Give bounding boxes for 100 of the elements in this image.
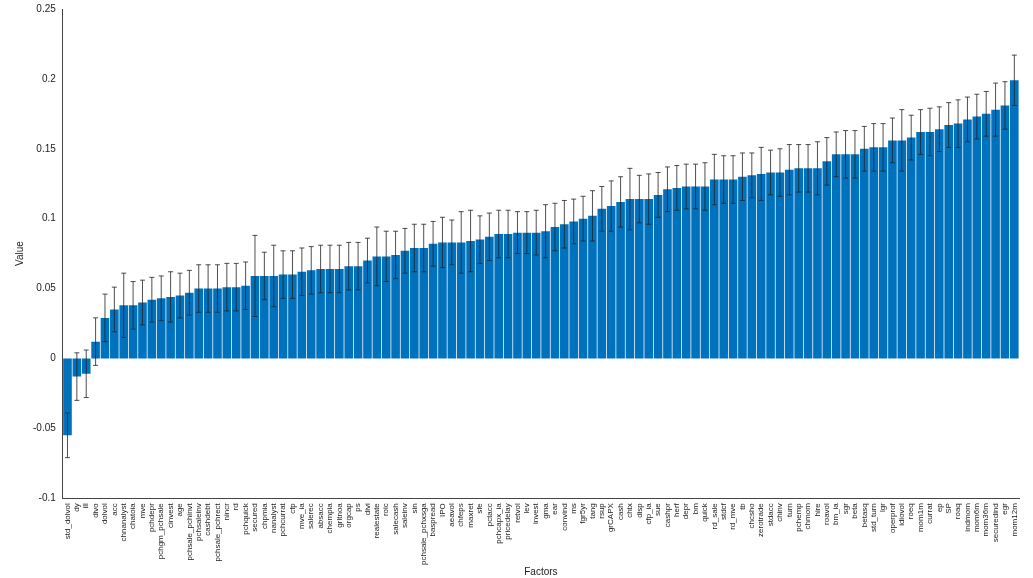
x-tick-label: lgr [878,502,888,513]
x-tick-label: cashpr [662,502,672,528]
x-tick-label: grltnoa [334,502,344,528]
x-tick-label: retvol [512,502,522,523]
x-tick-label: pchsaleinv [193,503,203,541]
x-tick-label: indmom [962,502,972,532]
x-tick-label: rsup [597,502,607,519]
x-tick-label: stdcf [718,502,728,521]
x-tick-label: nincr [222,502,232,521]
x-tick-label: chcsho [747,502,757,529]
x-tick-label: ps [353,503,363,512]
x-tick-label: baspread [428,503,438,537]
x-tick-label: hire [812,502,822,517]
y-tick-label: -0.1 [38,491,57,503]
x-tick-label: chempia [325,502,335,534]
y-tick-label: 0.15 [36,142,57,154]
x-tick-label: pctacc [484,503,494,527]
x-tick-label: ms [568,503,578,514]
y-tick-label: 0.05 [36,282,57,294]
x-tick-label: saleinv [400,503,410,529]
x-tick-label: tb [737,502,747,510]
x-tick-label: ep [934,502,944,513]
x-tick-label: roaq [953,503,963,520]
x-tick-label: aeavol [447,502,457,527]
x-tick-label: gma [540,502,550,519]
x-tick-label: pchsale_pchrect [212,502,222,562]
x-tick-label: grCAPX [606,502,616,533]
x-tick-label: cfp_ia [643,502,653,525]
x-tick-label: herf [672,502,682,517]
x-tick-label: pricedelay [503,503,513,540]
y-tick-label: 0.1 [41,212,57,224]
x-tick-label: mve_ia [297,502,307,529]
x-tick-label: roavol [822,502,832,525]
x-tick-label: invest [531,502,541,525]
x-tick-label: turn [784,503,794,517]
x-tick-label: realestate [372,502,382,539]
x-tick-label: chinv [775,503,785,522]
x-tick-label: salecash [390,503,400,535]
x-tick-label: sgr [840,502,850,515]
x-tick-label: quick [700,502,710,522]
x-tick-label: operprof [887,502,897,533]
x-tick-label: convind [559,503,569,531]
x-tick-label: chatoia [128,502,138,529]
x-tick-label: pchemp [793,502,803,532]
x-tick-label: egr [1000,502,1010,515]
x-tick-label: mve [137,502,147,519]
x-tick-label: pchquick [240,502,250,535]
x-tick-label: maxret [465,502,475,528]
x-tick-label: salerec [306,503,316,529]
y-tick-label: -0.05 [33,422,57,434]
x-tick-label: pchdepr [147,502,157,533]
x-tick-label: beta [850,502,860,519]
x-tick-label: mom12m [1009,502,1019,537]
y-tick-label: 0.25 [36,2,57,14]
x-tick-label: rd_sale [709,502,719,530]
x-tick-label: cash [615,503,625,521]
x-tick-label: divi [362,502,372,516]
x-tick-label: zerotrade [756,502,766,537]
x-tick-label: sfe [475,502,485,514]
y-tick-label: 0.2 [41,72,57,84]
x-tick-label: betasq [859,503,869,528]
x-tick-label: roeq [906,503,916,520]
x-axis-title: Factors [524,565,558,577]
x-tick-label: secured [250,503,260,532]
x-tick-label: age [175,502,185,517]
x-tick-label: bm [690,502,700,515]
x-tick-label: chtx [625,503,635,518]
x-tick-label: divo [90,502,100,518]
x-tick-label: chpmia [259,502,269,529]
x-tick-label: rd [231,503,241,511]
x-tick-label: orgcap [343,502,353,528]
y-tick-label: 0 [50,352,57,364]
x-tick-label: idiovol [897,502,907,526]
x-tick-label: pchsale_pchinvt [184,502,194,561]
x-tick-label: std_dolvol [62,502,72,540]
x-tick-label: disp [634,502,644,518]
x-tick-label: chnanalyst [118,502,128,542]
x-tick-label: sue [653,502,663,517]
x-tick-label: acc [109,503,119,516]
x-tick-label: chfeps [456,503,466,527]
x-tick-label: chmom [803,502,813,530]
x-tick-label: bm_ia [831,502,841,525]
x-tick-label: rd_mve [728,502,738,530]
x-tick-label: mom36m [981,502,991,537]
x-tick-label: mom1m [915,502,925,533]
x-tick-label: mom6m [972,502,982,533]
x-tick-label: stdacc [765,503,775,527]
x-tick-label: pchsale_pchxsga [418,502,428,566]
y-axis-title: Value [13,240,25,267]
x-tick-label: tang [587,503,597,519]
x-tick-label: securedind [990,503,1000,543]
x-tick-label: SP [943,503,953,514]
x-tick-label: dolvol [100,502,110,525]
x-tick-label: nanalyst [268,502,278,533]
x-tick-label: lev [522,503,532,514]
x-tick-label: std_turn [868,503,878,533]
x-tick-label: depr [681,502,691,520]
x-tick-label: cfp [287,502,297,514]
x-tick-label: pchcapx_ia [493,502,503,544]
x-tick-label: absacc [315,503,325,529]
